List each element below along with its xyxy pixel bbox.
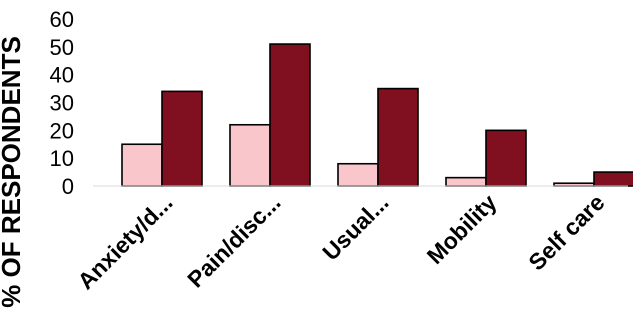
bar-series-1-3 [445,176,487,187]
y-tick-label: 20 [50,118,74,143]
y-tick-label: 10 [50,146,74,171]
y-axis-label: % OF RESPONDENTS [0,36,26,308]
category-label: Mobility [422,189,502,269]
category-label: Usual... [317,189,393,265]
bar-series-2-3 [485,129,527,187]
y-tick-label: 30 [50,91,74,116]
bar-series-2-4 [593,171,633,187]
y-tick-label: 0 [62,174,74,199]
y-tick-label: 50 [50,35,74,60]
y-tick-label: 40 [50,63,74,88]
bar-series-2-2 [377,87,419,187]
category-label: Pain/disc... [182,189,285,292]
bars [121,43,633,187]
bar-series-2-1 [269,43,311,187]
category-label: Self care [523,189,609,275]
bar-series-1-1 [229,123,271,187]
bar-series-1-2 [337,162,379,187]
bar-series-1-0 [121,143,163,187]
bar-series-2-0 [161,90,203,187]
y-tick-label: 60 [50,7,74,32]
category-label: Anxiety/d... [72,189,177,294]
category-labels: Anxiety/d... Pain/disc... Usual... Mobility… [72,189,609,294]
